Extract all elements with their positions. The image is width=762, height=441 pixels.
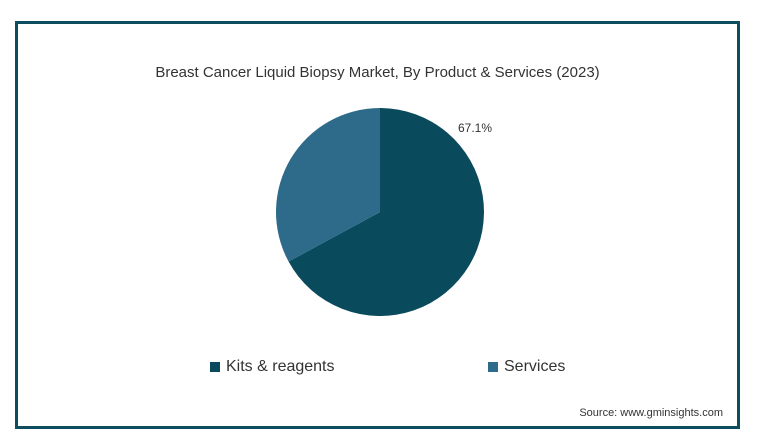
pie-slice-kits-reagents bbox=[288, 108, 485, 317]
chart-frame: Breast Cancer Liquid Biopsy Market, By P… bbox=[15, 21, 740, 429]
source-note: Source: www.gminsights.com bbox=[579, 407, 723, 419]
pie-chart: 67.1% bbox=[276, 108, 492, 317]
legend-item-kits-reagents: Kits & reagents bbox=[210, 358, 335, 376]
legend-label-services: Services bbox=[504, 358, 566, 375]
pie-slice-services bbox=[276, 108, 380, 262]
legend-item-services: Services bbox=[488, 358, 565, 376]
chart-title: Breast Cancer Liquid Biopsy Market, By P… bbox=[155, 64, 600, 81]
legend: Kits & reagents Services bbox=[18, 358, 737, 378]
legend-label-kits-reagents: Kits & reagents bbox=[226, 358, 335, 375]
pie-slice-label: 67.1% bbox=[458, 121, 492, 135]
legend-swatch-kits-reagents bbox=[210, 362, 220, 372]
legend-swatch-services bbox=[488, 362, 498, 372]
